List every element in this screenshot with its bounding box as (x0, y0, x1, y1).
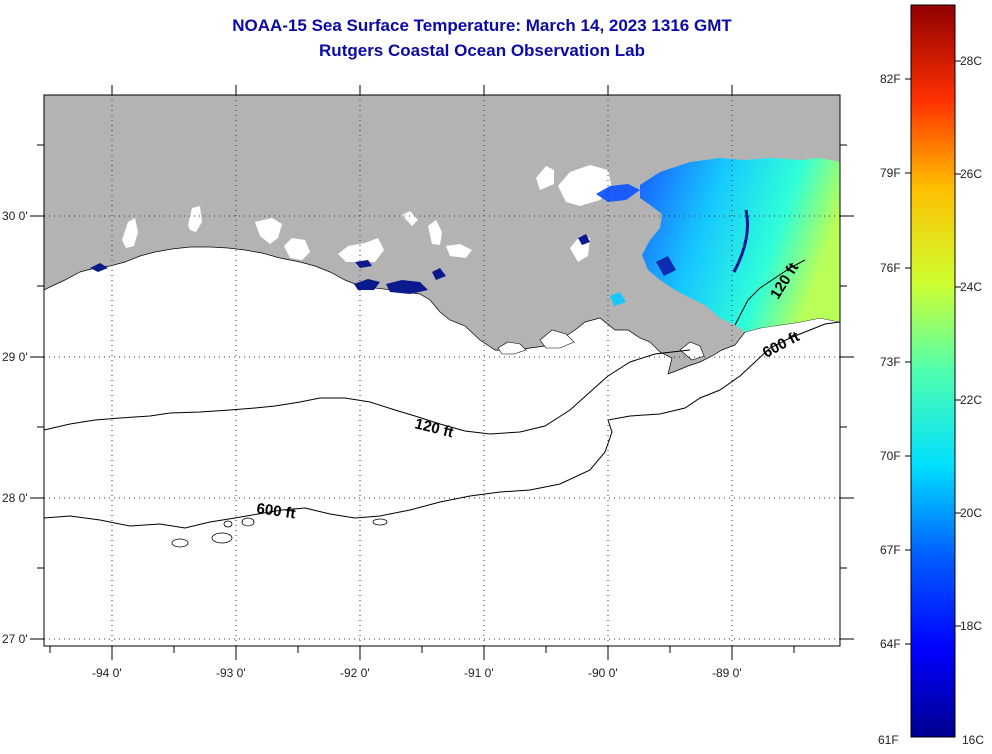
colorbar-f-label: 82F (880, 72, 901, 86)
lon-label: -89 0' (712, 666, 742, 680)
colorbar-f-label: 67F (880, 543, 901, 557)
lake (558, 165, 612, 206)
colorbar-c-label: 22C (960, 393, 982, 407)
delta-islands (497, 341, 527, 355)
lake (255, 218, 282, 244)
lake (446, 244, 472, 258)
colorbar-f-label: 73F (880, 355, 901, 369)
bay-sst (578, 234, 590, 245)
sst-data-region (656, 256, 676, 276)
lake (188, 206, 202, 232)
land-mass (44, 95, 840, 375)
sst-streak (732, 209, 749, 273)
lon-label: -93 0' (216, 666, 246, 680)
lake (338, 238, 384, 262)
colorbar-f-label: 70F (880, 449, 901, 463)
colorbar-ticks (905, 60, 961, 645)
colorbar (910, 4, 956, 738)
colorbar-c-label: 26C (960, 167, 982, 181)
bay-sst (354, 279, 380, 290)
lake (536, 166, 554, 190)
lake (122, 218, 138, 248)
colorbar-c-label: 16C (962, 733, 984, 747)
lat-label: 28 0' (2, 491, 28, 505)
colorbar-f-label: 76F (880, 261, 901, 275)
map-subtitle: Rutgers Coastal Ocean Observation Lab (319, 41, 645, 60)
bay-sst (90, 263, 108, 272)
lat-label: 29 0' (2, 350, 28, 364)
lake (428, 220, 442, 245)
map-title: NOAA-15 Sea Surface Temperature: March 1… (232, 16, 732, 35)
contour-patch (223, 520, 233, 528)
bay-sst (355, 260, 372, 268)
map-frame (43, 94, 841, 647)
isobath-120ft (44, 349, 691, 435)
colorbar-c-label: 24C (960, 280, 982, 294)
bay-sst (386, 280, 428, 294)
sst-data-region (640, 158, 840, 332)
lon-label: -91 0' (464, 666, 494, 680)
colorbar-c-label: 18C (960, 619, 982, 633)
colorbar-f-label: 79F (880, 166, 901, 180)
contour-patch (171, 538, 189, 548)
contour-patch (241, 517, 255, 527)
bay-sst (432, 268, 446, 280)
lon-label: -92 0' (340, 666, 370, 680)
isobath-120ft (734, 259, 806, 326)
colorbar-c-label: 28C (960, 54, 982, 68)
contour-patch (372, 518, 388, 526)
sst-data-region (596, 184, 640, 202)
contour-label-600ft: 600 ft (255, 500, 296, 522)
contour-patch (211, 532, 233, 544)
colorbar-f-label: 61F (878, 733, 899, 747)
colorbar-c-label: 20C (960, 506, 982, 520)
axis-ticks (30, 85, 854, 660)
lon-label: -90 0' (588, 666, 618, 680)
lake (402, 211, 418, 226)
lat-label: 30 0' (2, 209, 28, 223)
gridlines (44, 95, 840, 646)
lake (284, 238, 310, 260)
sst-data-region (610, 292, 626, 306)
isobath-600ft (44, 321, 840, 529)
delta-islands (539, 329, 575, 349)
delta-islands (679, 341, 705, 361)
lon-label: -94 0' (92, 666, 122, 680)
lat-label: 27 0' (2, 632, 28, 646)
colorbar-f-label: 64F (880, 637, 901, 651)
